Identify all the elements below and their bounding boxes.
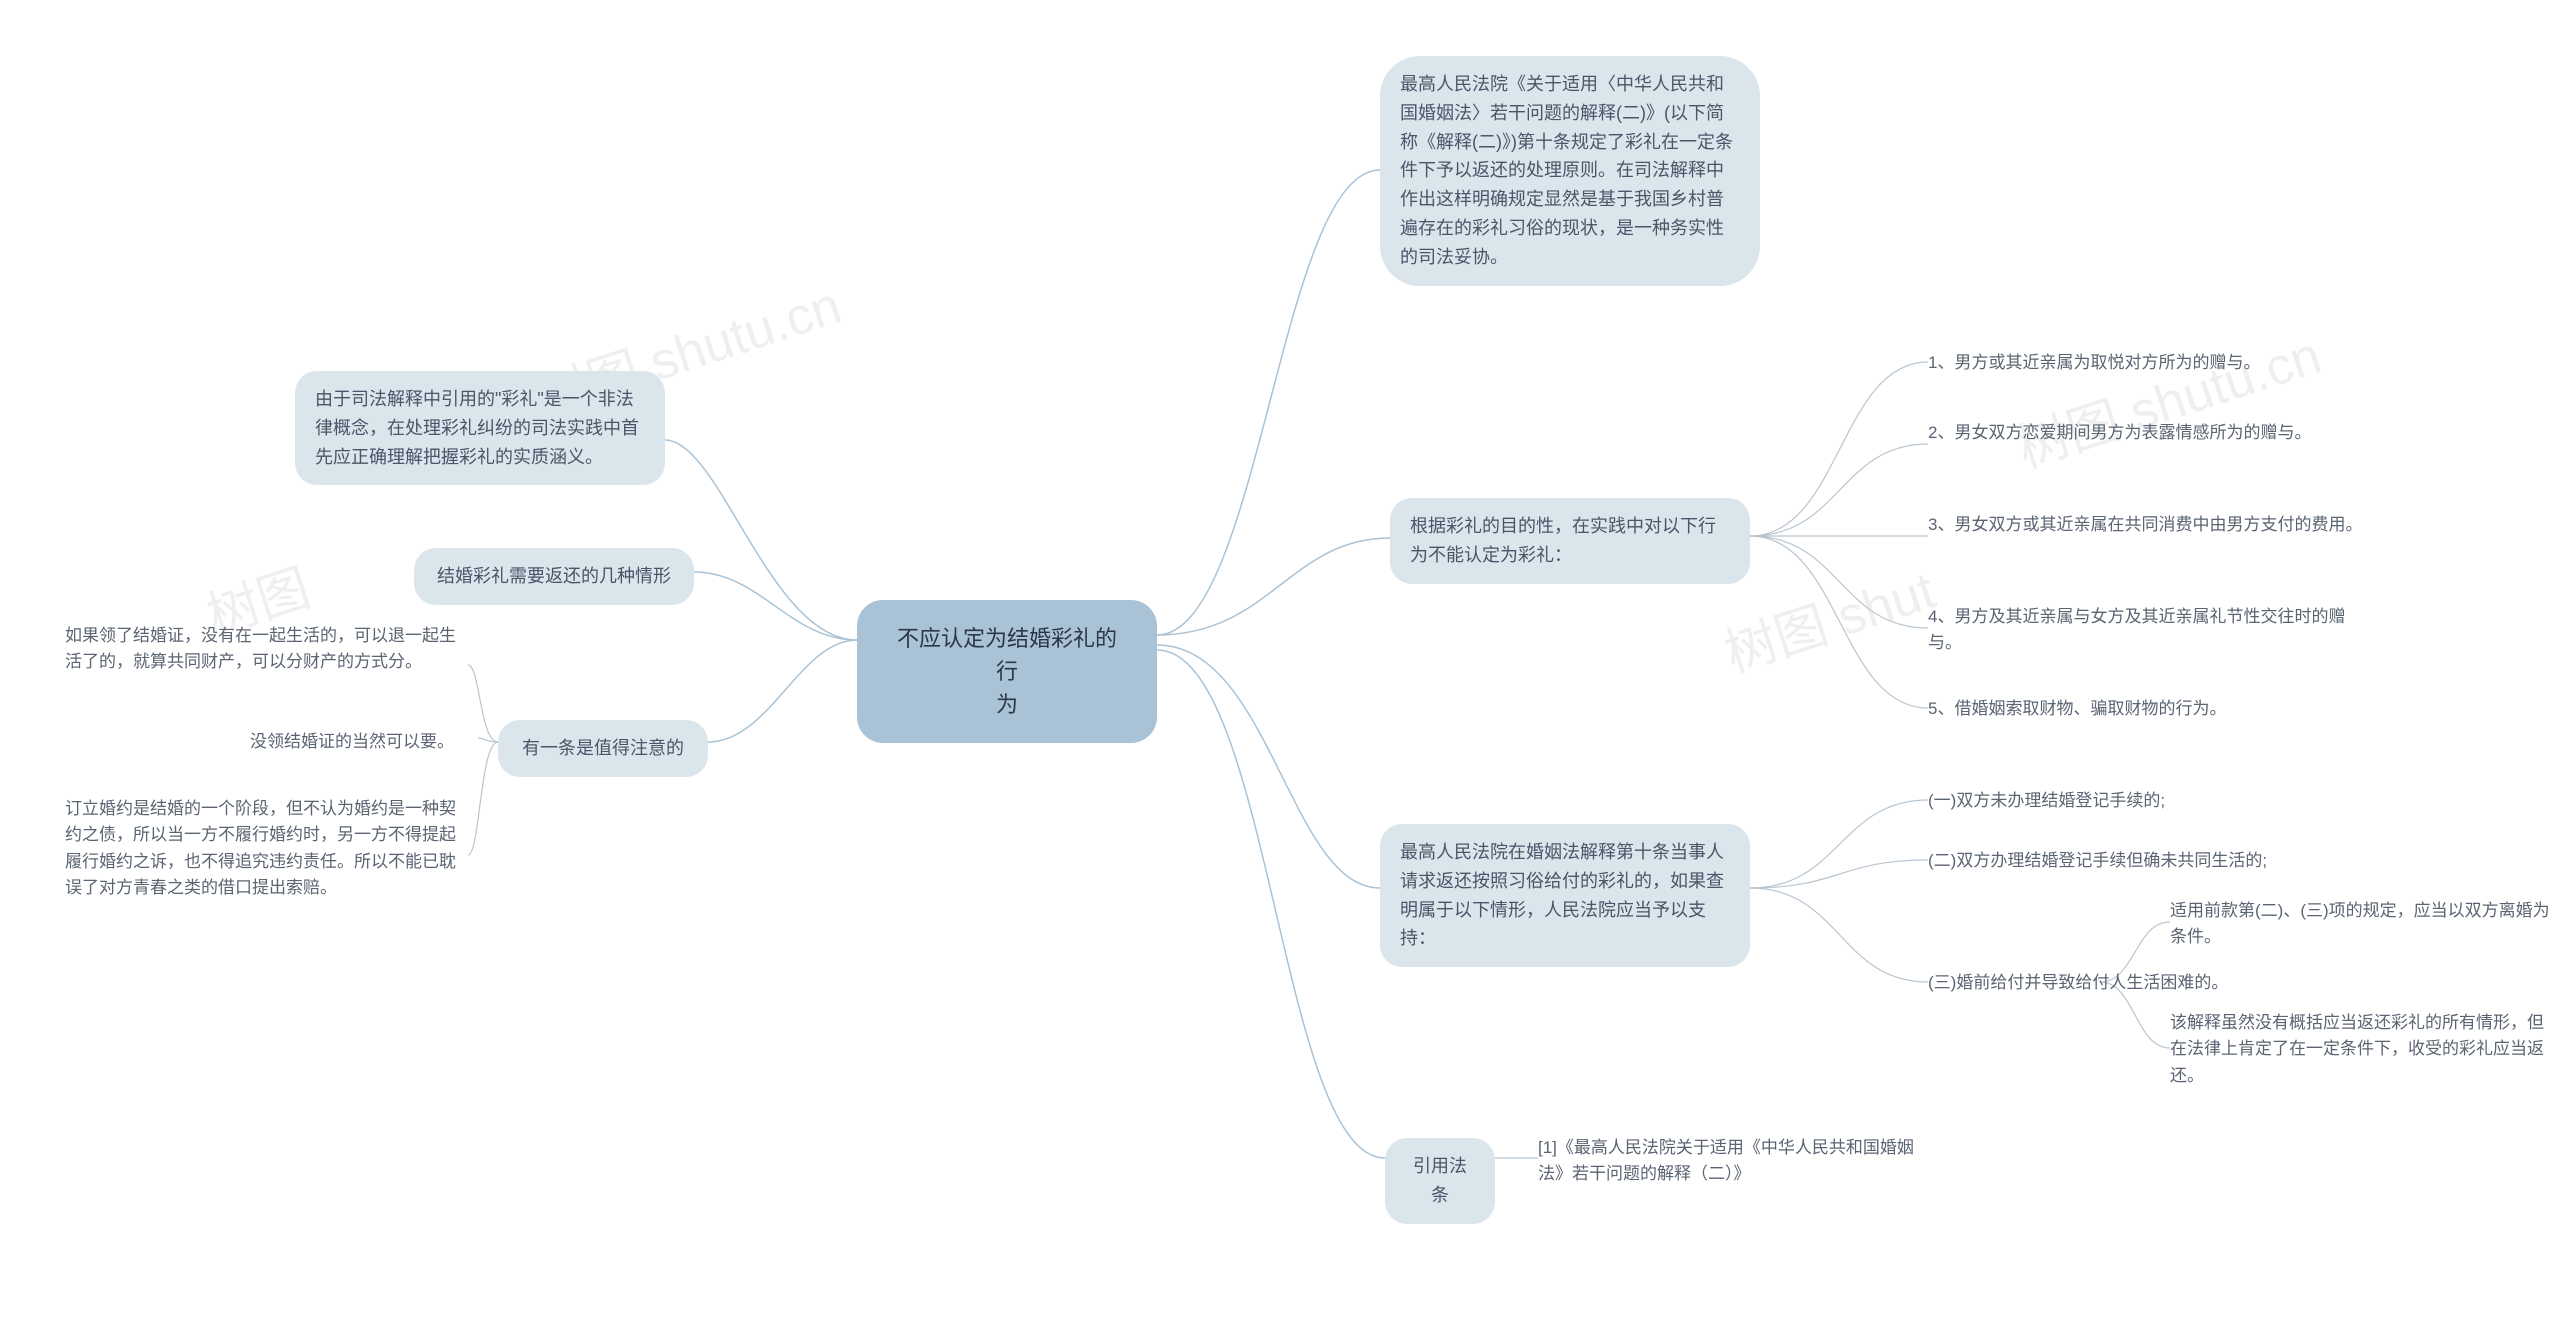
article10-node: 最高人民法院在婚姻法解释第十条当事人请求返还按照习俗给付的彩礼的，如果查明属于以… <box>1380 824 1750 967</box>
reference-node: 引用法条 <box>1385 1138 1495 1224</box>
purpose-child: 2、男女双方恋爱期间男方为表露情感所为的赠与。 <box>1928 420 2348 446</box>
center-node: 不应认定为结婚彩礼的行 为 <box>857 600 1157 743</box>
purpose-child: 1、男方或其近亲属为取悦对方所为的赠与。 <box>1928 350 2348 376</box>
article10-sub: 适用前款第(二)、(三)项的规定，应当以双方离婚为条件。 <box>2170 898 2550 951</box>
purpose-child: 4、男方及其近亲属与女方及其近亲属礼节性交往时的赠与。 <box>1928 604 2368 657</box>
left-notable-node: 有一条是值得注意的 <box>498 720 708 777</box>
reference-child: [1]《最高人民法院关于适用《中华人民共和国婚姻法》若干问题的解释（二）》 <box>1538 1135 1918 1188</box>
article10-child: (一)双方未办理结婚登记手续的; <box>1928 788 2288 814</box>
left-intro-text: 由于司法解释中引用的"彩礼"是一个非法律概念，在处理彩礼纠纷的司法实践中首先应正… <box>315 389 639 467</box>
article10-child: (二)双方办理结婚登记手续但确未共同生活的; <box>1928 848 2348 874</box>
purpose-child: 5、借婚姻索取财物、骗取财物的行为。 <box>1928 696 2348 722</box>
left-scenarios-node: 结婚彩礼需要返还的几种情形 <box>414 548 694 605</box>
supreme-court-text: 最高人民法院《关于适用〈中华人民共和国婚姻法〉若干问题的解释(二)》(以下简称《… <box>1400 74 1733 267</box>
purpose-node: 根据彩礼的目的性，在实践中对以下行为不能认定为彩礼： <box>1390 498 1750 584</box>
left-scenarios-text: 结婚彩礼需要返还的几种情形 <box>437 566 671 586</box>
article10-child: (三)婚前给付并导致给付人生活困难的。 <box>1928 970 2308 996</box>
supreme-court-node: 最高人民法院《关于适用〈中华人民共和国婚姻法〉若干问题的解释(二)》(以下简称《… <box>1380 56 1760 286</box>
notable-child: 没领结婚证的当然可以要。 <box>250 729 480 755</box>
purpose-child: 3、男女双方或其近亲属在共同消费中由男方支付的费用。 <box>1928 512 2368 538</box>
center-text: 不应认定为结婚彩礼的行 为 <box>887 622 1127 721</box>
watermark: 树图 shutu.cn <box>2006 313 2329 482</box>
article10-sub: 该解释虽然没有概括应当返还彩礼的所有情形，但在法律上肯定了在一定条件下，收受的彩… <box>2170 1010 2550 1089</box>
left-notable-text: 有一条是值得注意的 <box>522 738 684 758</box>
reference-text: 引用法条 <box>1413 1156 1467 1205</box>
purpose-text: 根据彩礼的目的性，在实践中对以下行为不能认定为彩礼： <box>1410 516 1716 565</box>
left-intro-node: 由于司法解释中引用的"彩礼"是一个非法律概念，在处理彩礼纠纷的司法实践中首先应正… <box>295 371 665 485</box>
notable-child: 如果领了结婚证，没有在一起生活的，可以退一起生活了的，就算共同财产，可以分财产的… <box>65 623 465 676</box>
article10-text: 最高人民法院在婚姻法解释第十条当事人请求返还按照习俗给付的彩礼的，如果查明属于以… <box>1400 842 1724 948</box>
notable-child: 订立婚约是结婚的一个阶段，但不认为婚约是一种契约之债，所以当一方不履行婚约时，另… <box>65 796 465 901</box>
